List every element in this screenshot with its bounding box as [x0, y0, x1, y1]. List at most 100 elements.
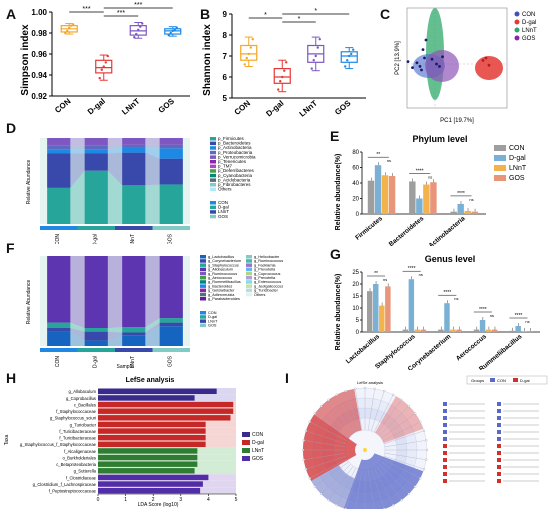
data-point [310, 67, 313, 70]
y-tick-label: 0.94 [31, 71, 47, 80]
significance-label: * [298, 16, 301, 23]
panel-f-genus-stacked-chart: Relative Abundance Sample CON D-gal LNnT GO… [26, 255, 283, 370]
cladogram-branch [382, 421, 421, 442]
lefse-bar-D-gal [98, 441, 206, 448]
legend-swatch [246, 263, 252, 267]
panel-i-title: LefSe analysis [357, 380, 383, 385]
lefse-taxon-label: c_Betaproteobacteria [56, 462, 96, 467]
stacked-segment-p_Actinobacteria [47, 149, 71, 154]
stacked-flow-band [145, 326, 160, 346]
legend-label: CON [252, 432, 264, 438]
x-tick-label: Lactobacillus [345, 333, 382, 365]
legend-swatch [246, 259, 252, 263]
data-point [167, 33, 170, 37]
significance-label-ns: ns [428, 174, 432, 179]
group-legend-swatch [200, 319, 206, 323]
x-tick-label: 3 [179, 497, 182, 503]
legend-swatch [210, 183, 216, 187]
y-tick-label: 0.98 [31, 29, 47, 38]
cladogram-node [425, 448, 429, 452]
legend-swatch [210, 137, 216, 141]
significance-label: *** [117, 10, 125, 17]
cladogram-branch [381, 461, 416, 487]
bar-GOS-Bacteroidetes [430, 182, 437, 214]
legend-swatch [200, 271, 206, 276]
cladogram-branch [367, 469, 375, 509]
legend-label: g_Ruminococcus [254, 259, 283, 263]
stacked-segment-g_Staphylococcus [47, 328, 71, 332]
significance-label-ns: ns [387, 158, 391, 163]
lefse-bar-CON [98, 395, 195, 401]
x-tick-label: Actinobacteria [428, 215, 467, 246]
lefse-taxon-label: g_Coprobacillus [66, 396, 96, 401]
legend-label: p_Cyanobacteria [218, 173, 253, 178]
cladogram-node [422, 429, 426, 432]
stacked-flow-band [70, 138, 85, 146]
lefse-taxon-label: g_Staphylococcus_f_Staphylococcaceae [20, 442, 97, 447]
legend-swatch [210, 169, 216, 173]
group-legend-label: CON [208, 311, 217, 315]
stacked-segment-Others [122, 138, 146, 145]
stacked-flow-band [107, 335, 123, 346]
cladogram-clade-highlight [314, 388, 362, 439]
cladogram-node [425, 458, 428, 461]
data-point [318, 38, 321, 41]
data-point [104, 61, 107, 64]
legend-label: p_Acidobacteria [218, 177, 251, 182]
cladogram-node [414, 485, 417, 488]
legend-label: p_Deferribacteres [218, 168, 255, 173]
legend-swatch [200, 288, 206, 293]
group-strip-GOS [152, 226, 190, 230]
stacked-flow-band [70, 170, 85, 224]
cladogram-branch [321, 464, 351, 494]
stacked-flow-band [107, 152, 123, 186]
legend-swatch [246, 255, 252, 259]
panel-label-a: A [6, 6, 17, 22]
significance-label: ** [376, 152, 380, 158]
stacked-segment-p_Proteobacteria [84, 145, 108, 150]
y-tick-label: 20 [352, 197, 359, 203]
bar-D-gal-Bacteroidetes [416, 198, 423, 214]
group-legend-label: CON [218, 200, 228, 205]
stacked-segment-p_Actinobacteria [84, 149, 108, 154]
legend-label: g_Prevotella [254, 276, 276, 280]
bar-LNnT-Bacteroidetes [423, 184, 430, 214]
legend-swatch [246, 288, 252, 293]
cladogram-branch [384, 452, 427, 460]
cladogram-node [327, 499, 330, 502]
stacked-segment-p_Actinobacteria [122, 147, 146, 153]
ellipse-gos [425, 50, 459, 82]
cladogram-branch [328, 466, 354, 501]
panel-e-title: Phylum level [412, 134, 467, 144]
panel-i-cladogram: LefSe analysis Groups CON D-gal [301, 375, 548, 509]
bar-GOS-Firmicutes [388, 176, 396, 214]
significance-label-ns: ns [490, 313, 494, 318]
legend-label: CON [522, 12, 535, 18]
group-legend-label: GOS [208, 324, 217, 328]
group-legend-swatch [200, 315, 206, 319]
bar-CON-Lactobacillus [366, 291, 373, 332]
x-tick-label: D-gal [92, 234, 98, 244]
panel-c-xlabel: PC1 [19.7%] [440, 118, 474, 124]
data-point [139, 25, 142, 28]
group-legend-swatch [210, 201, 216, 205]
cladogram-legend-con: CON [497, 378, 506, 383]
data-point [102, 65, 105, 68]
cladogram-key-swatch [497, 402, 501, 406]
pcoa-point-GOS [438, 65, 441, 68]
legend-swatch [246, 271, 252, 276]
cladogram-branch [367, 388, 375, 431]
panel-e-ylabel: Relative abundance(%) [335, 154, 342, 231]
data-point [171, 29, 174, 33]
data-point [173, 28, 176, 32]
group-legend-swatch [200, 323, 206, 328]
legend-swatch [200, 276, 206, 280]
data-point [350, 52, 353, 56]
cladogram-key-swatch [443, 458, 447, 462]
lefse-bar-GOS [98, 481, 203, 487]
legend-swatch [210, 173, 216, 178]
bar-CON-Corynebacterium [438, 329, 444, 332]
cladogram-branch [383, 456, 425, 470]
stacked-flow-band [145, 318, 160, 333]
cladogram-branch [303, 440, 346, 448]
